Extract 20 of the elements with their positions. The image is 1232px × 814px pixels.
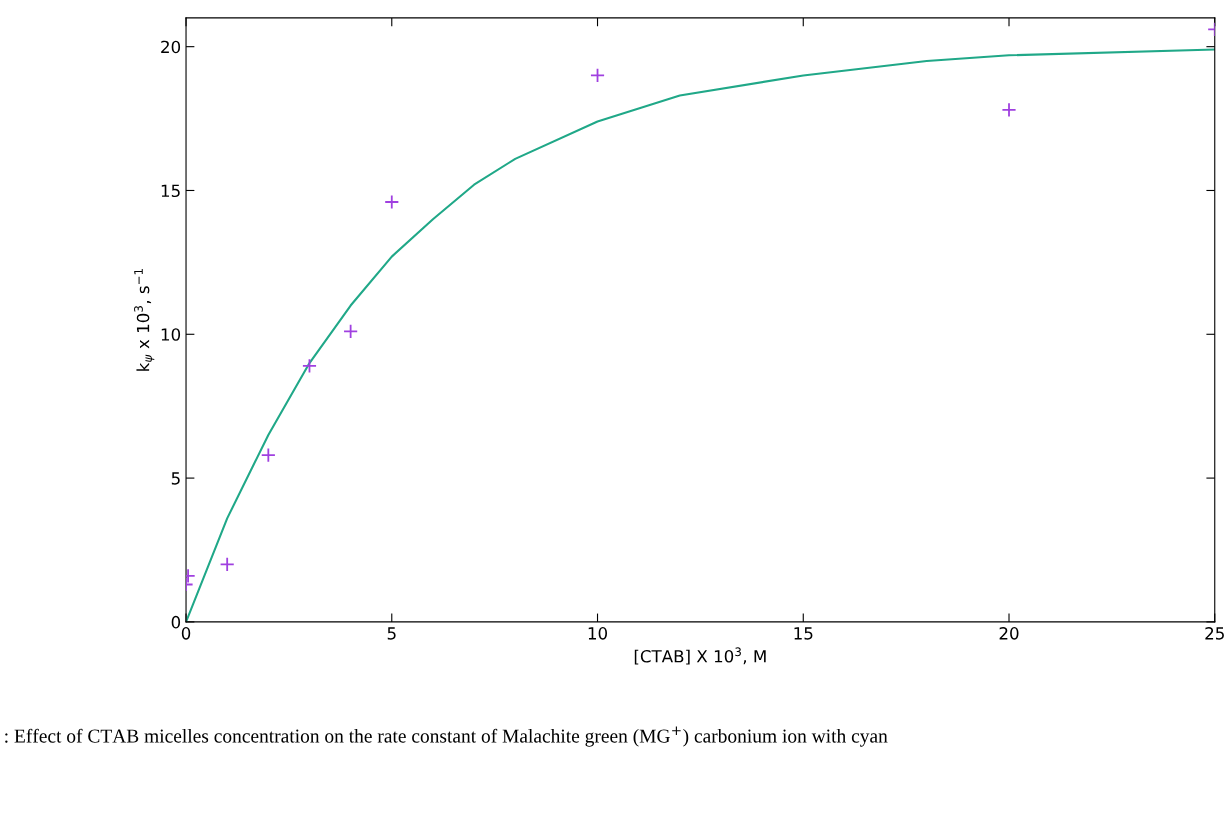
y-axis-title: k$_{ψ}$ x 10$^{3}$, s$^{−1}$ bbox=[134, 269, 155, 371]
x-tick-label: 20 bbox=[999, 627, 1019, 640]
point bbox=[590, 67, 606, 83]
x-tick-label: 25 bbox=[1205, 627, 1224, 640]
y-tick-label: 15 bbox=[161, 184, 180, 198]
point bbox=[384, 194, 400, 210]
x-tick-label: 0 bbox=[181, 627, 191, 640]
point bbox=[301, 358, 317, 374]
x-tick-label: 10 bbox=[588, 627, 608, 640]
x-axis-title: [CTAB] X 10$^{3}$, M bbox=[634, 647, 766, 665]
y-tick-label: 20 bbox=[161, 40, 181, 54]
point bbox=[260, 447, 276, 463]
text: : Effect of CTAB micelles concentration on the rate constant of Malachite green (MG$^{+}$) carbonium ion with cyan bbox=[5, 726, 888, 747]
y-tick-label: 0 bbox=[171, 615, 181, 629]
x-tick-label: 15 bbox=[794, 627, 813, 640]
point bbox=[219, 556, 235, 572]
x-tick-label: 5 bbox=[387, 627, 396, 640]
point bbox=[343, 323, 359, 339]
y-tick-label: 10 bbox=[161, 328, 181, 341]
y-tick-label: 5 bbox=[171, 472, 180, 485]
